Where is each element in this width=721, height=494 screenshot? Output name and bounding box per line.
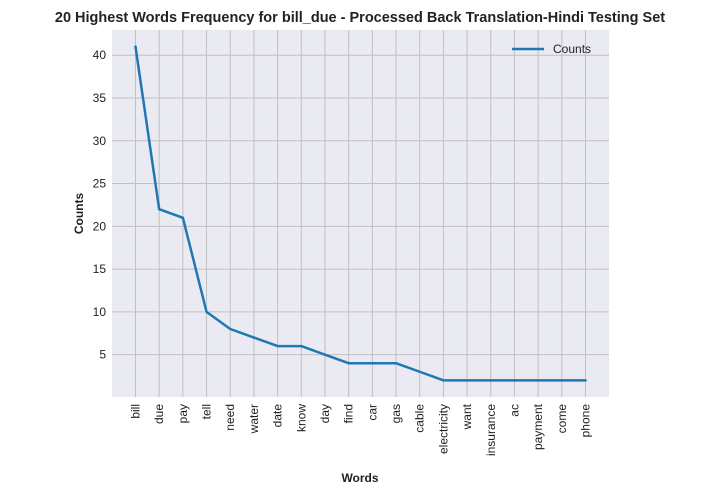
data-point-want <box>465 379 469 382</box>
data-point-need <box>229 327 232 331</box>
x-tick-label-want: want <box>460 403 474 430</box>
data-point-insurance <box>489 379 492 382</box>
y-axis-ticks: 5 10 15 20 25 30 35 40 <box>93 48 107 361</box>
data-point-tell <box>205 310 208 314</box>
legend: Counts <box>512 42 591 56</box>
y-tick-label-40: 40 <box>93 48 107 62</box>
x-tick-label-insurance: insurance <box>484 404 498 456</box>
x-tick-label-find: find <box>342 404 356 423</box>
y-tick-label-10: 10 <box>93 305 107 319</box>
legend-label-counts: Counts <box>553 42 591 56</box>
y-tick-label-5: 5 <box>99 348 106 362</box>
x-tick-label-come: come <box>555 404 569 434</box>
plot-area <box>112 30 609 397</box>
data-point-cable <box>418 370 421 373</box>
x-tick-label-bill: bill <box>129 404 143 419</box>
x-tick-label-cable: cable <box>413 404 427 433</box>
series-line-counts <box>134 45 587 382</box>
x-tick-label-payment: payment <box>531 403 545 450</box>
data-point-bill <box>134 45 137 48</box>
data-point-due <box>157 208 161 211</box>
y-axis-label: Counts <box>72 193 86 235</box>
x-tick-label-water: water <box>247 404 261 434</box>
x-tick-label-date: date <box>271 404 285 428</box>
data-point-find <box>347 362 350 365</box>
data-point-ac <box>513 379 516 382</box>
y-tick-label-30: 30 <box>93 134 107 148</box>
data-point-phone <box>584 379 587 382</box>
x-tick-label-due: due <box>152 404 166 424</box>
data-point-gas <box>394 362 398 365</box>
x-tick-label-need: need <box>223 404 237 431</box>
x-tick-label-day: day <box>318 404 332 423</box>
y-tick-label-25: 25 <box>93 177 107 191</box>
data-point-know <box>300 344 303 348</box>
series-layer <box>134 45 587 382</box>
x-tick-label-pay: pay <box>176 404 190 423</box>
data-point-water <box>252 336 256 339</box>
x-axis-ticks: bill due pay tell need water date know day find ca… <box>129 403 593 456</box>
data-point-electricity <box>442 379 445 382</box>
x-tick-label-electricity: electricity <box>436 404 450 454</box>
data-point-date <box>276 344 279 348</box>
y-tick-label-20: 20 <box>93 219 107 233</box>
x-tick-label-know: know <box>294 404 308 432</box>
x-tick-label-car: car <box>365 404 379 421</box>
y-tick-label-35: 35 <box>93 91 107 105</box>
data-point-pay <box>181 216 185 219</box>
x-tick-label-ac: ac <box>507 404 521 417</box>
data-point-come <box>560 379 564 382</box>
x-tick-label-phone: phone <box>579 404 593 438</box>
x-tick-label-gas: gas <box>389 404 403 423</box>
data-point-car <box>371 362 374 365</box>
x-axis-label: Words <box>341 471 378 485</box>
grid-lines <box>112 30 609 397</box>
x-tick-label-tell: tell <box>200 404 214 419</box>
data-point-day <box>323 353 327 356</box>
y-tick-label-15: 15 <box>93 262 107 276</box>
chart-title: 20 Highest Words Frequency for bill_due … <box>55 10 665 26</box>
data-point-payment <box>536 379 540 382</box>
